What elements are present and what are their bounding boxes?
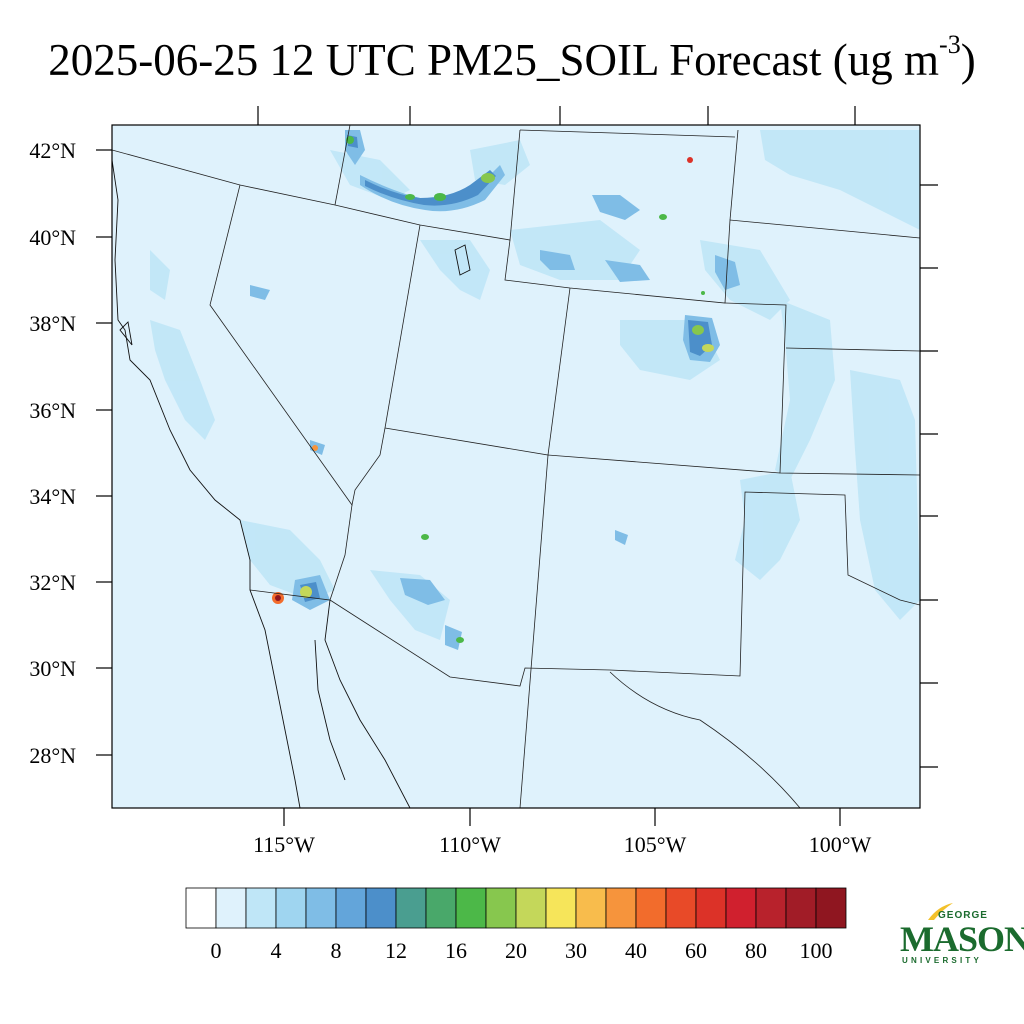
lat-label: 30°N (29, 656, 76, 681)
colorbar-swatch (665, 887, 697, 929)
colorbar-swatch (485, 887, 517, 929)
colorbar-label: 60 (685, 938, 707, 963)
plume-layer (150, 130, 920, 650)
logo-george: GEORGE (938, 910, 988, 921)
lat-label: 28°N (29, 743, 76, 768)
colorbar-label: 40 (625, 938, 647, 963)
title-exponent: -3 (939, 30, 961, 59)
colorbar-label: 8 (330, 938, 342, 963)
colorbar-label: 16 (445, 938, 467, 963)
colorbar-label: 12 (385, 938, 407, 963)
colorbar-swatch (515, 887, 547, 929)
colorbar-swatch (725, 887, 757, 929)
colorbar-swatch (455, 887, 487, 929)
colorbar-swatch (275, 887, 307, 929)
tick-marks (96, 106, 938, 826)
colorbar-swatch (545, 887, 577, 929)
lat-label: 36°N (29, 398, 76, 423)
gmu-logo: GEORGE MASON UNIVERSITY (898, 898, 1024, 970)
colorbar-swatch (365, 887, 397, 929)
colorbar-swatch (335, 887, 367, 929)
colorbar-swatch (245, 887, 277, 929)
colorbar-label: 100 (799, 938, 833, 963)
colorbar-swatch (695, 887, 727, 929)
lat-label: 40°N (29, 225, 76, 250)
colorbar-label: 0 (210, 938, 222, 963)
lon-label: 100°W (808, 832, 872, 857)
colorbar-swatch (815, 887, 847, 929)
lat-label: 42°N (29, 138, 76, 163)
chart-title: 2025-06-25 12 UTC PM25_SOIL Forecast (ug… (48, 30, 976, 86)
colorbar-swatch (755, 887, 787, 929)
colorbar-swatch (185, 887, 217, 929)
colorbar-swatch (605, 887, 637, 929)
coastline (112, 159, 471, 808)
political-borders (112, 125, 920, 808)
lon-label: 115°W (253, 832, 315, 857)
lon-label: 110°W (439, 832, 501, 857)
colorbar-swatch (635, 887, 667, 929)
lon-label: 105°W (623, 832, 687, 857)
colorbar-label: 4 (270, 938, 282, 963)
colorbar-swatch (395, 887, 427, 929)
swoosh-icon (928, 903, 953, 920)
colorbar-swatch (425, 887, 457, 929)
colorbar-swatch (785, 887, 817, 929)
lat-label: 32°N (29, 570, 76, 595)
colorbar-label: 30 (565, 938, 587, 963)
colorbar-label: 20 (505, 938, 527, 963)
logo-mason: MASON (900, 919, 1024, 959)
colorbar-swatch (305, 887, 337, 929)
logo-university: UNIVERSITY (902, 956, 983, 965)
map-frame (111, 124, 921, 809)
colorbar-swatch (215, 887, 247, 929)
colorbar-label: 80 (745, 938, 767, 963)
colorbar-swatch (575, 887, 607, 929)
lat-label: 38°N (29, 311, 76, 336)
lat-label: 34°N (29, 484, 76, 509)
